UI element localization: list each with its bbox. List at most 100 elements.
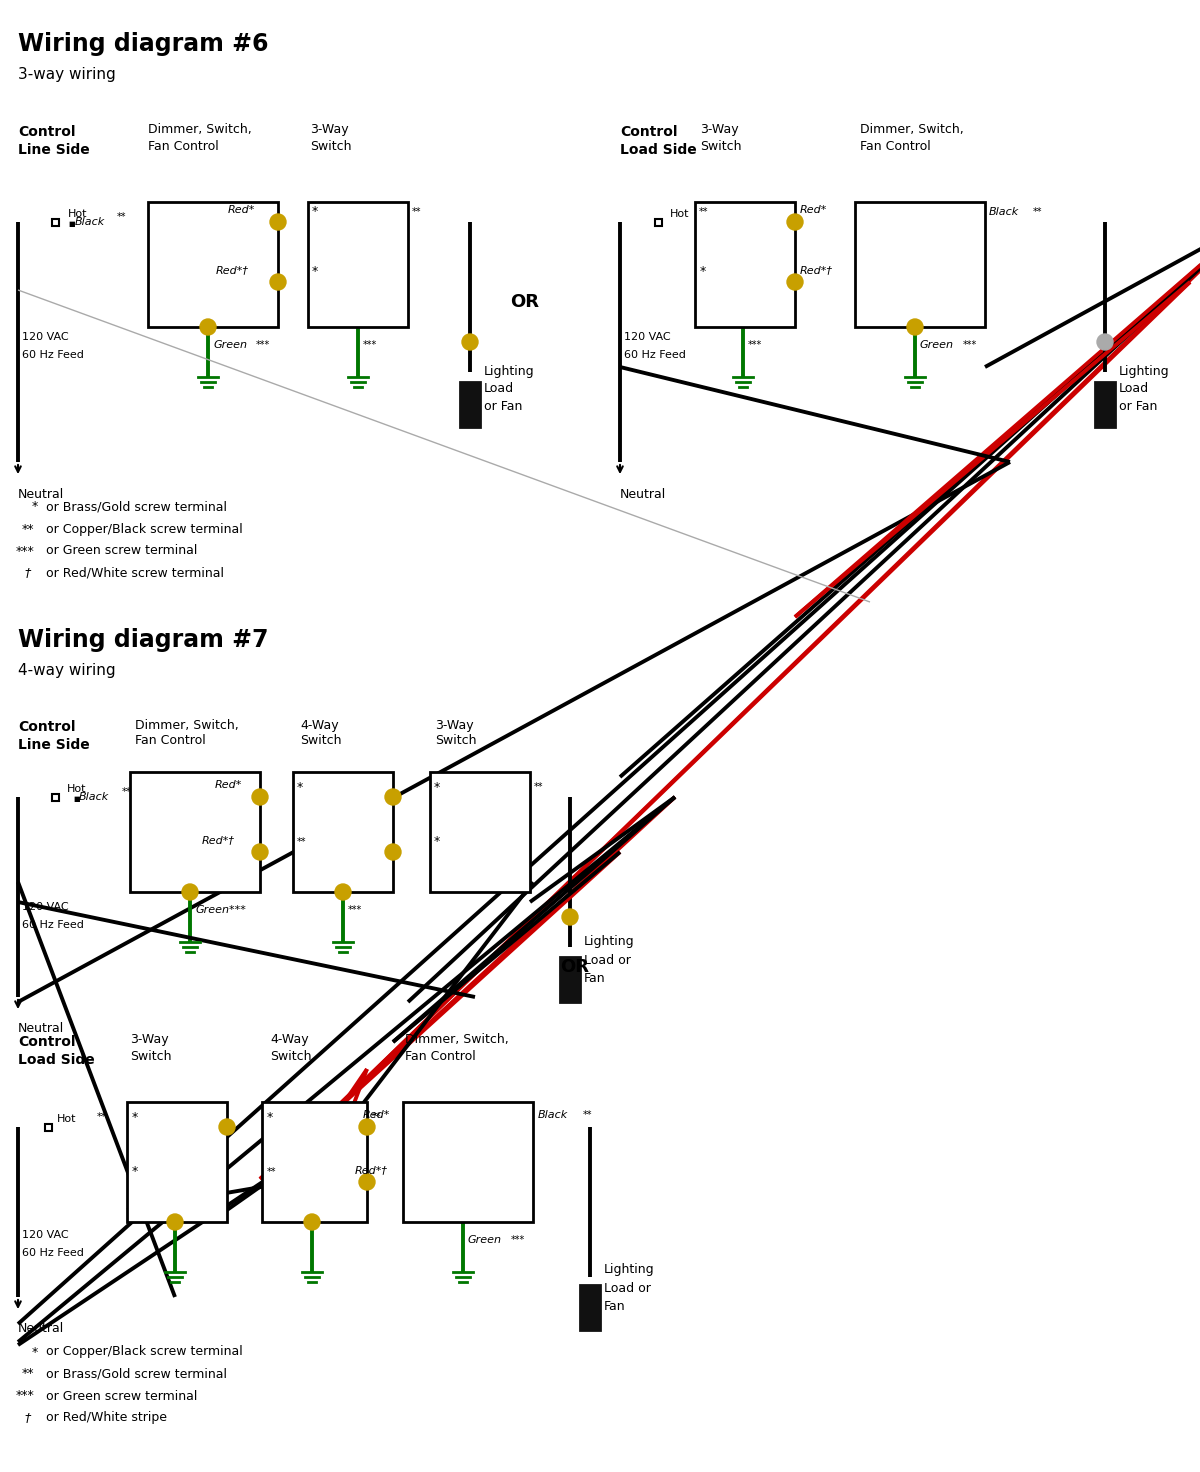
Text: Green: Green (214, 340, 247, 350)
Text: Dimmer, Switch,: Dimmer, Switch, (860, 124, 964, 137)
Circle shape (787, 274, 803, 290)
Text: Load Side: Load Side (620, 143, 697, 158)
Text: Dimmer, Switch,: Dimmer, Switch, (148, 124, 252, 137)
Text: Neutral: Neutral (18, 1023, 65, 1035)
Text: or Red/White screw terminal: or Red/White screw terminal (46, 567, 224, 580)
Bar (308, 202, 408, 327)
Text: Line Side: Line Side (18, 143, 90, 158)
Bar (580, 1285, 600, 1331)
Text: 3-Way: 3-Way (310, 124, 349, 137)
Text: Fan Control: Fan Control (148, 140, 218, 153)
Text: 120 VAC: 120 VAC (22, 333, 68, 342)
Text: or Brass/Gold screw terminal: or Brass/Gold screw terminal (46, 1367, 227, 1381)
Text: Load Side: Load Side (18, 1052, 95, 1067)
Text: Red*: Red* (215, 780, 242, 790)
Text: Fan Control: Fan Control (134, 735, 205, 748)
Text: Dimmer, Switch,: Dimmer, Switch, (406, 1033, 509, 1047)
Text: *: * (266, 1110, 274, 1123)
Text: *: * (434, 836, 440, 848)
Text: Red*†: Red*† (202, 835, 235, 845)
Text: ■: ■ (68, 221, 74, 227)
Circle shape (1097, 334, 1114, 350)
Text: ***: *** (16, 1390, 35, 1403)
Circle shape (220, 1119, 235, 1135)
Circle shape (270, 213, 286, 230)
Text: Black: Black (79, 792, 109, 802)
Text: Control: Control (18, 720, 76, 735)
Circle shape (252, 789, 268, 805)
Text: Lighting: Lighting (604, 1263, 655, 1276)
Text: 3-Way: 3-Way (436, 718, 474, 732)
Text: ***: *** (511, 1235, 526, 1245)
Text: Wiring diagram #6: Wiring diagram #6 (18, 32, 269, 56)
Bar (52, 218, 59, 225)
Text: 4-Way: 4-Way (270, 1033, 308, 1047)
Text: *: * (434, 780, 440, 793)
Text: Neutral: Neutral (18, 1322, 65, 1335)
Bar (1096, 383, 1115, 427)
Text: *: * (132, 1166, 138, 1179)
Text: 60 Hz Feed: 60 Hz Feed (22, 920, 84, 930)
Text: **: ** (266, 1167, 276, 1178)
Text: Black: Black (74, 216, 106, 227)
Text: ***: *** (256, 340, 270, 350)
Text: or Brass/Gold screw terminal: or Brass/Gold screw terminal (46, 500, 227, 514)
Text: Wiring diagram #7: Wiring diagram #7 (18, 629, 269, 652)
Text: **: ** (122, 788, 132, 796)
Text: 60 Hz Feed: 60 Hz Feed (22, 1248, 84, 1259)
Text: OR: OR (560, 958, 589, 976)
Text: **: ** (22, 523, 35, 536)
Text: **: ** (97, 1111, 107, 1122)
Circle shape (385, 843, 401, 860)
Text: **: ** (372, 1111, 382, 1122)
Text: †: † (24, 567, 30, 580)
Text: Red*†: Red*† (216, 265, 250, 275)
Text: *: * (298, 780, 304, 793)
Text: Switch: Switch (130, 1050, 172, 1063)
Text: Hot: Hot (58, 1114, 77, 1125)
Text: 120 VAC: 120 VAC (22, 902, 68, 913)
Text: or Green screw terminal: or Green screw terminal (46, 1390, 197, 1403)
Text: Neutral: Neutral (18, 487, 65, 500)
Text: Switch: Switch (310, 140, 352, 153)
Text: ***: *** (16, 545, 35, 558)
Text: 3-Way: 3-Way (700, 124, 739, 137)
Text: ***: *** (748, 340, 762, 350)
Text: Lighting: Lighting (1120, 365, 1170, 378)
Text: 60 Hz Feed: 60 Hz Feed (624, 350, 686, 361)
Text: or Copper/Black screw terminal: or Copper/Black screw terminal (46, 523, 242, 536)
Text: Switch: Switch (436, 735, 476, 748)
Text: Green: Green (468, 1235, 502, 1245)
Text: Line Side: Line Side (18, 737, 90, 752)
Text: Lighting: Lighting (584, 936, 635, 948)
Text: ***: *** (964, 340, 977, 350)
Bar (430, 771, 530, 892)
Text: **: ** (583, 1110, 593, 1120)
Text: Load: Load (1120, 383, 1150, 396)
Text: *: * (312, 265, 318, 278)
Text: **: ** (698, 208, 708, 216)
Circle shape (182, 885, 198, 899)
Bar (560, 957, 580, 1002)
Text: †: † (24, 1412, 30, 1425)
Circle shape (562, 910, 578, 924)
Text: 3-Way: 3-Way (130, 1033, 169, 1047)
Text: or Red/White stripe: or Red/White stripe (46, 1412, 167, 1425)
Text: ***: *** (364, 340, 377, 350)
Text: Load or: Load or (604, 1282, 650, 1294)
Text: **: ** (534, 782, 544, 792)
Text: Control: Control (18, 125, 76, 138)
Text: 4-Way: 4-Way (300, 718, 338, 732)
Text: Switch: Switch (700, 140, 742, 153)
Bar (127, 1103, 227, 1222)
Text: Load: Load (484, 383, 514, 396)
Text: ■: ■ (73, 796, 79, 802)
Text: **: ** (298, 838, 306, 846)
Text: or Copper/Black screw terminal: or Copper/Black screw terminal (46, 1345, 242, 1359)
Text: Fan Control: Fan Control (406, 1050, 475, 1063)
Text: *: * (132, 1110, 138, 1123)
Text: 3-way wiring: 3-way wiring (18, 66, 115, 81)
Text: Green***: Green*** (194, 905, 246, 916)
Text: Red*†: Red*† (800, 265, 833, 275)
Text: *: * (28, 500, 38, 514)
